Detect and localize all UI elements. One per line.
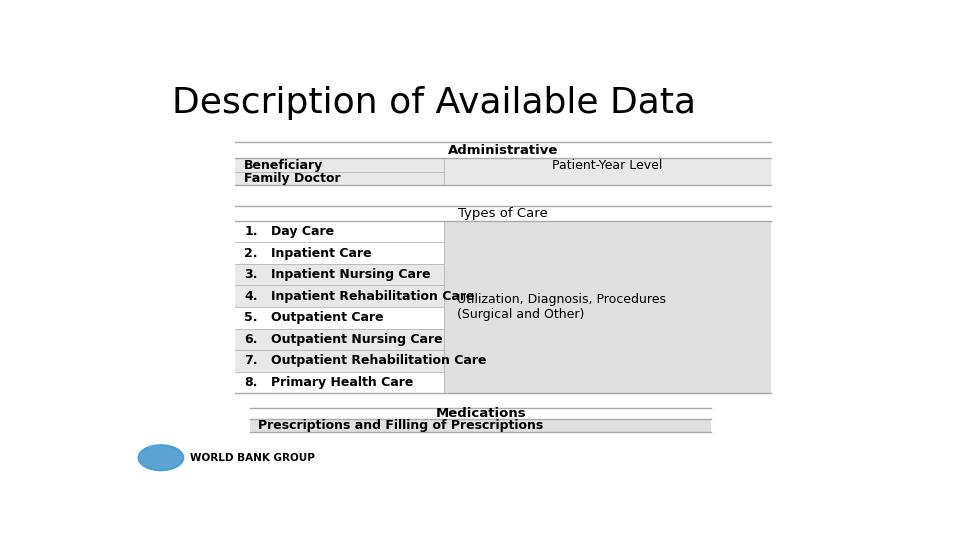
Text: Inpatient Care: Inpatient Care: [271, 247, 372, 260]
Text: Family Doctor: Family Doctor: [244, 172, 341, 185]
Text: Beneficiary: Beneficiary: [244, 159, 324, 172]
Text: Primary Health Care: Primary Health Care: [271, 376, 414, 389]
Bar: [235, 372, 444, 393]
Bar: [235, 158, 444, 185]
Text: Types of Care: Types of Care: [458, 207, 548, 220]
Circle shape: [138, 446, 183, 470]
Text: (Surgical and Other): (Surgical and Other): [457, 308, 585, 321]
Text: Outpatient Care: Outpatient Care: [271, 311, 384, 325]
Text: Prescriptions and Filling of Prescriptions: Prescriptions and Filling of Prescriptio…: [257, 419, 543, 432]
Text: Inpatient Nursing Care: Inpatient Nursing Care: [271, 268, 431, 281]
Text: 6.: 6.: [244, 333, 257, 346]
Text: Description of Available Data: Description of Available Data: [172, 85, 696, 119]
Bar: [235, 286, 444, 307]
Bar: [251, 419, 711, 431]
Text: Outpatient Rehabilitation Care: Outpatient Rehabilitation Care: [271, 354, 487, 367]
Bar: [235, 264, 444, 286]
Text: 7.: 7.: [244, 354, 257, 367]
Text: 2.: 2.: [244, 247, 257, 260]
Bar: [235, 221, 444, 242]
Text: Inpatient Rehabilitation Care: Inpatient Rehabilitation Care: [271, 290, 474, 303]
Text: 1.: 1.: [244, 225, 257, 238]
Text: 4.: 4.: [244, 290, 257, 303]
Text: 8.: 8.: [244, 376, 257, 389]
Text: Administrative: Administrative: [448, 144, 559, 157]
Text: Utilization, Diagnosis, Procedures: Utilization, Diagnosis, Procedures: [457, 293, 666, 306]
Text: Outpatient Nursing Care: Outpatient Nursing Care: [271, 333, 443, 346]
Text: Medications: Medications: [436, 407, 526, 420]
Bar: [235, 242, 444, 264]
Text: Patient-Year Level: Patient-Year Level: [552, 159, 662, 172]
Bar: [235, 350, 444, 372]
Text: 3.: 3.: [244, 268, 257, 281]
Bar: [235, 307, 444, 328]
Text: WORLD BANK GROUP: WORLD BANK GROUP: [190, 453, 315, 463]
Bar: [444, 158, 771, 185]
Bar: [235, 328, 444, 350]
Text: Day Care: Day Care: [271, 225, 334, 238]
Text: 5.: 5.: [244, 311, 257, 325]
Bar: [444, 221, 771, 393]
